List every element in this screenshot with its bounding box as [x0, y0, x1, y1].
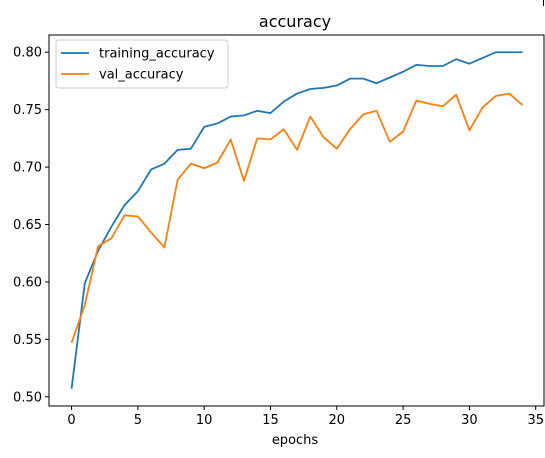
plot-area	[48, 34, 545, 407]
x-tick-label: 30	[461, 413, 478, 428]
legend-box	[55, 39, 229, 89]
y-tick-label: 0.80	[13, 46, 42, 61]
y-tick-label: 0.55	[13, 333, 42, 348]
y-axis: 0.50 0.55 0.60 0.65 0.70 0.75 0.80	[13, 46, 49, 405]
chart-title: accuracy	[259, 12, 331, 31]
legend-label: val_accuracy	[99, 68, 184, 83]
x-tick-label: 5	[134, 413, 142, 428]
edge-mark	[543, 0, 544, 6]
legend-label: training_accuracy	[99, 47, 215, 62]
y-tick-label: 0.70	[13, 161, 42, 176]
x-tick-label: 35	[527, 413, 544, 428]
x-axis-label: epochs	[272, 433, 319, 448]
series-line-training-accuracy	[70, 51, 523, 389]
x-tick-label: 15	[262, 413, 279, 428]
y-tick-label: 0.50	[13, 390, 42, 405]
x-tick-label: 0	[67, 413, 75, 428]
legend: training_accuracy val_accuracy	[55, 39, 229, 89]
y-tick-label: 0.75	[13, 103, 42, 118]
x-tick-label: 10	[196, 413, 213, 428]
series-line-val-accuracy	[70, 92, 524, 344]
plot-frame	[48, 34, 545, 407]
x-axis: 0 5 10 15 20 25 30 35	[67, 406, 544, 428]
x-tick-label: 20	[329, 413, 346, 428]
y-tick-label: 0.65	[13, 218, 42, 233]
series-layer	[70, 51, 524, 389]
x-tick-label: 25	[395, 413, 412, 428]
y-tick-label: 0.60	[13, 275, 42, 290]
